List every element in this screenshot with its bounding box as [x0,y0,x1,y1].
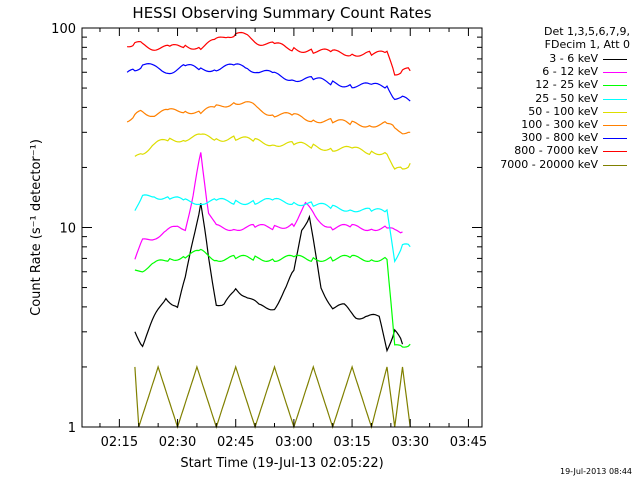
plot-timestamp: 19-Jul-2013 08:44 [559,467,632,476]
legend-swatch [603,85,627,87]
x-tick-label-5: 03:15 [333,435,370,450]
legend-swatch [603,98,627,100]
x-tick-label-6: 03:30 [392,435,429,450]
series-line-9 [134,364,411,430]
y-tick-label-1: 1 [68,421,76,436]
legend-item: 300 - 800 keV [482,132,630,144]
y-tick-label-3: 100 [51,22,76,37]
series-line-7 [126,62,411,102]
y-axis-label: Count Rate (s⁻¹ detector⁻¹) [29,139,44,316]
x-tick-label-1: 02:15 [101,435,138,450]
x-tick-label-2: 02:30 [159,435,196,450]
series-line-3 [134,248,411,348]
legend-item: 3 - 6 keV [482,53,630,65]
legend-item: 25 - 50 keV [482,91,630,105]
legend-label: 25 - 50 keV [535,91,598,105]
legend-swatch [603,125,627,126]
legend-label: 6 - 12 keV [542,65,598,79]
legend-item: 7000 - 20000 keV [482,157,630,171]
chart-title: HESSI Observing Summary Count Rates [132,4,431,22]
x-tick-label-4: 03:00 [275,435,312,450]
legend-label: 50 - 100 keV [528,104,598,118]
legend-item: 50 - 100 keV [482,104,630,118]
legend-label: 12 - 25 keV [535,78,598,92]
legend-item: 6 - 12 keV [482,66,630,78]
legend-header-line-1: Det 1,3,5,6,7,9, [543,25,630,38]
series-line-2 [134,152,403,260]
legend-label: 100 - 300 keV [521,118,598,131]
series-line-4 [134,194,411,264]
series-line-8 [127,31,411,76]
x-axis-label: Start Time (19-Jul-13 02:05:22) [180,456,383,471]
legend-item: 12 - 25 keV [482,79,630,91]
legend-swatch [603,151,627,153]
legend-header-line-2: FDecim 1, Att 0 [544,38,630,51]
legend-item: 100 - 300 keV [482,119,630,131]
legend-swatch [603,138,627,140]
plot-frame [81,27,483,428]
legend-swatch [603,59,627,60]
series-line-5 [134,133,411,170]
legend-item: 800 - 7000 keV [482,145,630,157]
series-line-6 [126,101,411,135]
y-tick-label-2: 10 [59,222,76,237]
series-line-1 [134,203,404,353]
legend-label: 800 - 7000 keV [514,144,598,158]
legend-label: 300 - 800 keV [521,131,598,145]
legend-label: 3 - 6 keV [549,52,598,65]
legend-swatch [603,164,627,166]
x-tick-label-3: 02:45 [217,435,254,450]
x-tick-label-7: 03:45 [450,435,487,450]
legend-label: 7000 - 20000 keV [500,157,598,171]
legend-swatch [603,72,627,74]
legend-swatch [603,111,627,113]
